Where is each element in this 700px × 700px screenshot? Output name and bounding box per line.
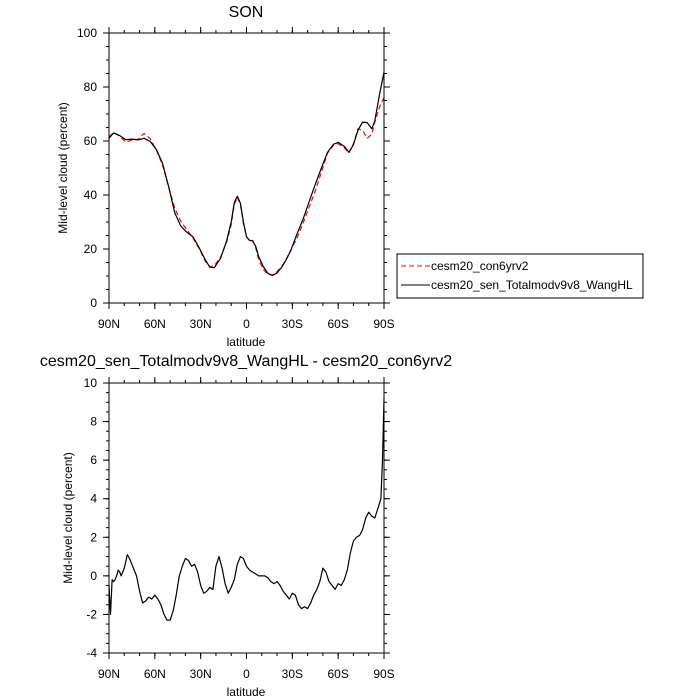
bottom-series-group — [108, 398, 385, 621]
bottom-ytick-label: 2 — [90, 530, 97, 544]
top-series-line-1 — [108, 72, 385, 277]
bottom-xtick-label: 0 — [243, 667, 250, 681]
top-y-ticks: 0 20 40 60 80 100 — [77, 26, 390, 310]
legend-label-control: cesm20_con6yrv2 — [431, 259, 529, 273]
top-x-ticks: 90N 60N 30N 0 30S 60S 90S — [98, 27, 395, 331]
top-xtick-label: 30N — [190, 317, 212, 331]
top-ytick-label: 60 — [84, 134, 98, 148]
bottom-ytick-label: 10 — [84, 376, 98, 390]
top-ytick-label: 20 — [84, 242, 98, 256]
top-chart-title: SON — [229, 4, 264, 21]
bottom-ytick-label: 6 — [90, 453, 97, 467]
legend-label-sensitivity: cesm20_sen_Totalmodv9v8_WangHL — [431, 278, 633, 292]
bottom-plot-frame — [108, 382, 385, 654]
top-xtick-label: 60N — [144, 317, 166, 331]
bottom-series-line-0 — [108, 398, 385, 621]
bottom-x-axis-label: latitude — [227, 685, 266, 699]
bottom-chart-title: cesm20_sen_Totalmodv9v8_WangHL - cesm20_… — [40, 353, 452, 370]
top-xtick-label: 60S — [327, 317, 348, 331]
top-panel: SON 0 20 40 60 80 100 90N 60N 30N 0 30S 60S 90S lat… — [56, 4, 644, 349]
top-ytick-label: 100 — [77, 26, 97, 40]
bottom-ytick-label: 0 — [90, 569, 97, 583]
bottom-xtick-label: 90N — [98, 667, 120, 681]
top-xtick-label: 90S — [373, 317, 394, 331]
bottom-xtick-label: 60N — [144, 667, 166, 681]
bottom-xtick-label: 30N — [190, 667, 212, 681]
bottom-y-axis-label: Mid-level cloud (percent) — [61, 452, 75, 583]
top-series-line-0 — [108, 97, 385, 276]
top-x-axis-label: latitude — [227, 335, 266, 349]
top-series-group — [108, 72, 385, 277]
top-y-axis-label: Mid-level cloud (percent) — [56, 102, 70, 233]
legend: cesm20_con6yrv2 cesm20_sen_Totalmodv9v8_… — [396, 253, 644, 299]
top-ytick-label: 0 — [90, 296, 97, 310]
bottom-xtick-label: 60S — [327, 667, 348, 681]
bottom-y-ticks: -4 -2 0 2 4 6 8 10 — [84, 376, 390, 660]
bottom-x-ticks: 90N 60N 30N 0 30S 60S 90S — [98, 377, 395, 681]
bottom-ytick-label: 4 — [90, 492, 97, 506]
bottom-ytick-label: -4 — [86, 646, 97, 660]
bottom-ytick-label: 8 — [90, 415, 97, 429]
top-ytick-label: 80 — [84, 80, 98, 94]
bottom-xtick-label: 30S — [282, 667, 303, 681]
bottom-xtick-label: 90S — [373, 667, 394, 681]
top-xtick-label: 90N — [98, 317, 120, 331]
top-xtick-label: 30S — [282, 317, 303, 331]
bottom-panel: cesm20_sen_Totalmodv9v8_WangHL - cesm20_… — [40, 353, 452, 699]
bottom-ytick-label: -2 — [86, 607, 97, 621]
top-plot-frame — [108, 32, 385, 304]
top-xtick-label: 0 — [243, 317, 250, 331]
top-ytick-label: 40 — [84, 188, 98, 202]
legend-box — [396, 253, 644, 299]
